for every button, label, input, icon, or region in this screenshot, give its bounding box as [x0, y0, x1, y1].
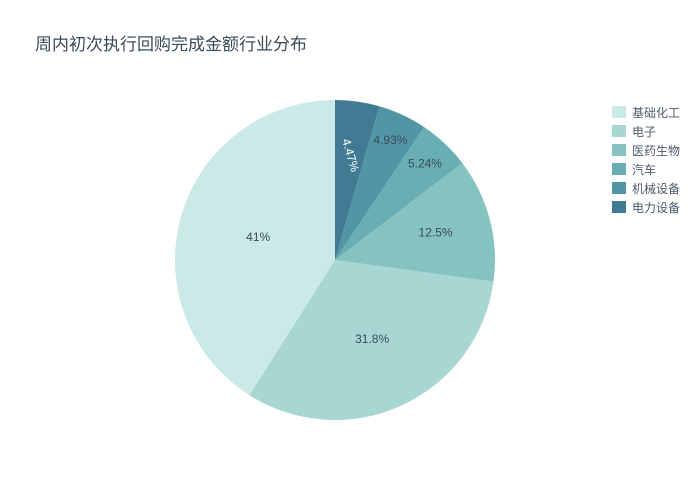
legend-item: 基础化工 [612, 105, 680, 119]
legend-label: 医药生物 [632, 142, 680, 159]
legend-swatch [612, 182, 626, 194]
slice-label: 31.8% [355, 332, 389, 346]
slice-label: 4.93% [373, 133, 407, 147]
legend-swatch [612, 144, 626, 156]
legend-swatch [612, 163, 626, 175]
chart-title: 周内初次执行回购完成金额行业分布 [35, 30, 307, 55]
legend-label: 电力设备 [632, 199, 680, 216]
legend-label: 电子 [632, 123, 656, 140]
slice-label: 41% [246, 230, 270, 244]
legend-label: 基础化工 [632, 104, 680, 121]
legend-item: 医药生物 [612, 143, 680, 157]
legend-swatch [612, 106, 626, 118]
pie-chart: 41%31.8%12.5%5.24%4.93%4.47% [175, 100, 495, 420]
legend-item: 机械设备 [612, 181, 680, 195]
legend-swatch [612, 201, 626, 213]
legend-label: 汽车 [632, 161, 656, 178]
pie-svg: 41%31.8%12.5%5.24%4.93%4.47% [175, 100, 495, 420]
legend: 基础化工 电子 医药生物 汽车 机械设备 电力设备 [612, 105, 680, 219]
slice-label: 12.5% [419, 226, 453, 240]
legend-label: 机械设备 [632, 180, 680, 197]
legend-item: 电子 [612, 124, 680, 138]
slice-label: 5.24% [408, 157, 442, 171]
legend-item: 汽车 [612, 162, 680, 176]
legend-item: 电力设备 [612, 200, 680, 214]
legend-swatch [612, 125, 626, 137]
